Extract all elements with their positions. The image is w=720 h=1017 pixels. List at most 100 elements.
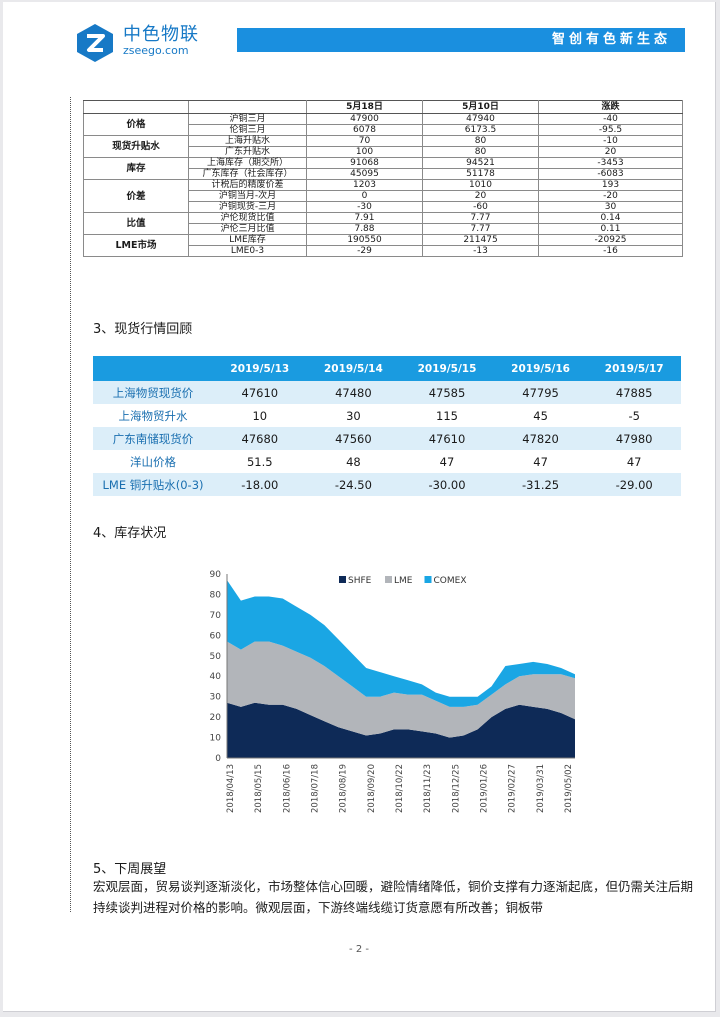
x-tick-label: 2018/10/22 bbox=[395, 764, 405, 813]
t1-cell: 1203 bbox=[306, 179, 423, 191]
t1-header-cell: 涨跌 bbox=[538, 100, 683, 114]
t2-cell: -18.00 bbox=[213, 473, 307, 496]
zseego-logo-icon bbox=[77, 24, 113, 62]
t1-cell: 7.88 bbox=[306, 223, 423, 235]
margin-divider bbox=[70, 97, 71, 912]
t2-cell: -24.50 bbox=[306, 473, 401, 496]
t2-cell: 51.5 bbox=[246, 454, 273, 469]
t2-header-cell: 2019/5/17 bbox=[587, 356, 681, 381]
t1-cell: -29 bbox=[306, 245, 423, 257]
t1-cell: 94521 bbox=[422, 157, 539, 169]
t2-cell: 47 bbox=[439, 454, 455, 469]
slogan-banner: 智创有色新生态 bbox=[237, 28, 685, 52]
t1-cell: 沪铜当月-次月 bbox=[188, 190, 307, 202]
t1-cell: 7.77 bbox=[422, 223, 539, 235]
t1-row: LME0-3 -29 -13 -16 bbox=[84, 245, 683, 257]
t1-cell: -20925 bbox=[538, 234, 683, 246]
t2-cell: 10 bbox=[252, 408, 268, 423]
t2-cell: 45 bbox=[533, 408, 548, 423]
t1-cell: -10 bbox=[538, 135, 683, 147]
x-tick-label: 2019/03/31 bbox=[536, 764, 546, 813]
t2-row: 广东南储现货价 47680 47560 47610 47820 47980 bbox=[93, 427, 681, 450]
t1-cell: -20 bbox=[538, 190, 683, 202]
t1-cell: 计税后的精废价差 bbox=[188, 179, 307, 191]
legend-label-shfe: SHFE bbox=[348, 576, 372, 586]
x-tick-label: 2019/02/27 bbox=[508, 764, 518, 813]
t1-header-cell bbox=[83, 100, 189, 114]
t2-row-label: 洋山价格 bbox=[130, 454, 176, 469]
t1-group-label: 价差 bbox=[83, 179, 189, 213]
legend-swatch-shfe bbox=[339, 576, 346, 583]
t1-cell: 80 bbox=[422, 135, 539, 147]
t1-cell: 0 bbox=[306, 190, 423, 202]
t1-group-label: LME市场 bbox=[83, 234, 189, 257]
t1-cell: -13 bbox=[422, 245, 539, 257]
t1-header-cell bbox=[188, 100, 307, 114]
t2-cell: 47610 bbox=[213, 381, 307, 404]
x-tick-label: 2018/06/16 bbox=[282, 764, 292, 813]
y-tick-label: 60 bbox=[210, 631, 222, 641]
t2-header-cell bbox=[93, 356, 213, 381]
t1-cell: -3453 bbox=[538, 157, 683, 169]
t1-cell: 20 bbox=[538, 146, 683, 158]
t2-cell: 47480 bbox=[306, 381, 401, 404]
t2-row-label: 广东南储现货价 bbox=[93, 427, 213, 450]
t2-cell: 47 bbox=[626, 454, 642, 469]
t1-cell: 100 bbox=[306, 146, 423, 158]
t1-cell: 6078 bbox=[306, 124, 423, 136]
t2-header-cell: 2019/5/13 bbox=[213, 356, 307, 381]
t1-cell: 上海升贴水 bbox=[188, 135, 307, 147]
t1-group-label: 比值 bbox=[83, 212, 189, 235]
market-summary-table: 5月18日 5月10日 涨跌 价格 沪铜三月 47900 47940 -40 伦铜三月 6078 6… bbox=[83, 100, 683, 257]
inventory-chart: 0 10 20 30 40 50 60 70 80 90 2018/04/13 2018/05/15 2… bbox=[210, 570, 575, 813]
t1-cell: 193 bbox=[538, 179, 683, 191]
t1-cell: -6083 bbox=[538, 168, 683, 180]
t2-row: LME 铜升贴水(0-3) -18.00 -24.50 -30.00 -31.25 -29… bbox=[93, 473, 681, 496]
t1-cell: 47940 bbox=[422, 113, 539, 125]
t2-cell: 47560 bbox=[306, 427, 401, 450]
t1-cell: 伦铜三月 bbox=[188, 124, 307, 136]
t2-cell: 115 bbox=[436, 408, 458, 423]
t1-cell: LME库存 bbox=[188, 234, 307, 246]
x-tick-label: 2018/04/13 bbox=[226, 764, 236, 813]
t2-header-cell: 2019/5/15 bbox=[400, 356, 494, 381]
t1-cell: 47900 bbox=[306, 113, 423, 125]
section-3-heading: 3、现货行情回顾 bbox=[93, 322, 193, 337]
t2-cell: 47610 bbox=[400, 427, 494, 450]
t1-cell: 7.91 bbox=[306, 212, 423, 224]
t2-cell: -30.00 bbox=[400, 473, 494, 496]
series-area-lme bbox=[227, 641, 575, 738]
t2-row-label: LME 铜升贴水(0-3) bbox=[93, 473, 213, 496]
t1-cell: 91068 bbox=[306, 157, 423, 169]
legend-label-lme: LME bbox=[394, 576, 413, 586]
t1-cell: 45095 bbox=[306, 168, 423, 180]
t1-cell: 沪铜三月 bbox=[188, 113, 307, 125]
document-page: 中色物联 zseego.com 智创有色新生态 5月18日 5月10日 涨跌 价格 沪铜… bbox=[3, 2, 716, 1012]
t1-row: 比值 沪伦现货比值 7.91 7.77 0.14 bbox=[83, 212, 683, 235]
t1-row: 沪铜现货-三月 -30 -60 30 bbox=[84, 201, 683, 213]
t2-cell: 30 bbox=[346, 408, 361, 423]
t2-row: 上海物贸现货价 47610 47480 47585 47795 47885 bbox=[93, 381, 681, 404]
y-tick-label: 90 bbox=[210, 570, 222, 580]
outlook-paragraph: 宏观层面，贸易谈判逐渐淡化，市场整体信心回暖，避险情绪降低，铜价支撑有力逐渐起底… bbox=[93, 879, 694, 915]
series-area-shfe bbox=[227, 702, 575, 758]
t1-group-label: 现货升贴水 bbox=[83, 135, 189, 158]
t2-cell: 47 bbox=[533, 454, 548, 469]
t1-row: LME市场 LME库存 190550 211475 -20925 bbox=[83, 234, 683, 257]
t1-cell: 70 bbox=[306, 135, 423, 147]
t1-cell: -40 bbox=[538, 113, 683, 125]
t2-cell: -29.00 bbox=[587, 473, 681, 496]
t2-cell: 47885 bbox=[587, 381, 681, 404]
t2-cell: 48 bbox=[346, 454, 361, 469]
t2-row-label: 上海物贸升水 bbox=[118, 408, 188, 423]
t1-cell: 6173.5 bbox=[422, 124, 539, 136]
logo-url: zseego.com bbox=[123, 44, 189, 57]
t1-row: 库存 上海库存（期交所） 91068 94521 -3453 bbox=[83, 157, 683, 180]
t1-cell: 30 bbox=[538, 201, 683, 213]
t1-cell: 上海库存（期交所） bbox=[188, 157, 307, 169]
y-tick-label: 50 bbox=[210, 652, 222, 662]
t1-cell: 广东库存（社会库存） bbox=[188, 168, 307, 180]
t2-row: 洋山价格 51.5 48 47 47 47 bbox=[93, 450, 681, 473]
x-tick-label: 2019/01/26 bbox=[480, 764, 490, 813]
t1-cell: 0.11 bbox=[538, 223, 683, 235]
